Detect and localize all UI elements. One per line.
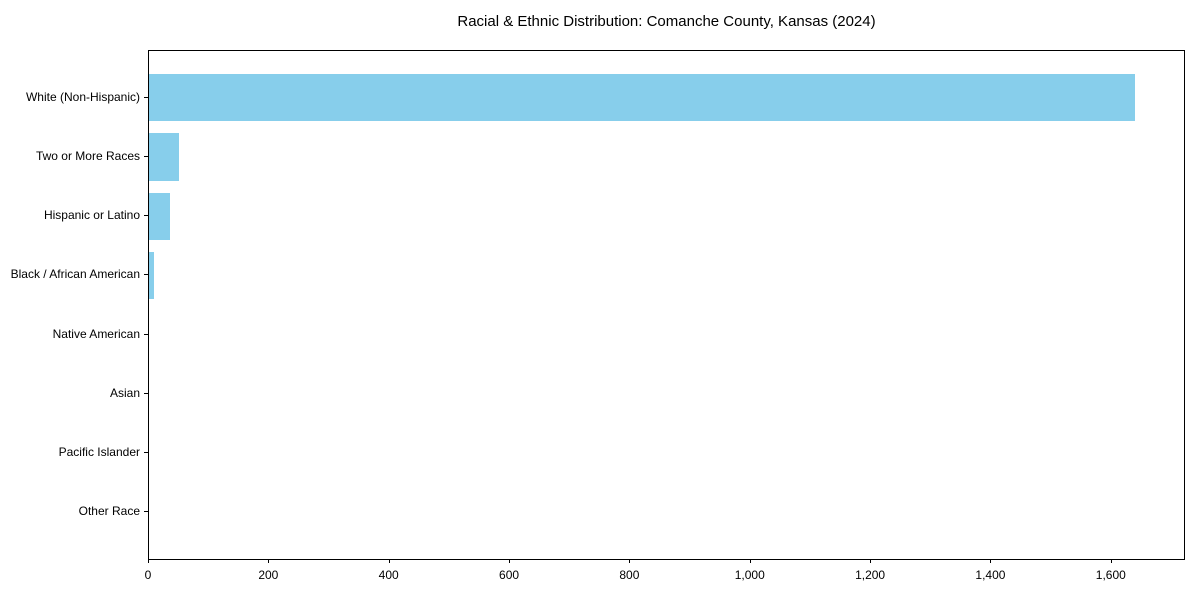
x-tick-label: 1,000 bbox=[734, 568, 765, 582]
x-tick-label: 1,200 bbox=[855, 568, 886, 582]
x-axis-tick bbox=[268, 559, 270, 563]
y-axis-tick bbox=[144, 215, 148, 217]
y-axis-tick bbox=[144, 333, 148, 335]
bar-two-or-more-races bbox=[149, 133, 180, 181]
chart-title: Racial & Ethnic Distribution: Comanche C… bbox=[457, 13, 876, 30]
x-tick-label: 1,400 bbox=[975, 568, 1006, 582]
y-axis-tick bbox=[144, 452, 148, 454]
x-axis-tick bbox=[990, 559, 992, 563]
x-tick-label: 0 bbox=[144, 568, 152, 582]
bar-hispanic-or-latino bbox=[149, 192, 171, 240]
y-tick-label: Two or More Races bbox=[35, 148, 140, 163]
x-tick-label: 200 bbox=[258, 568, 279, 582]
x-tick-label: 800 bbox=[619, 568, 640, 582]
y-tick-label: White (Non-Hispanic) bbox=[25, 89, 140, 104]
x-axis-tick bbox=[870, 559, 872, 563]
x-axis-tick bbox=[1110, 559, 1112, 563]
y-tick-label: Other Race bbox=[78, 504, 140, 519]
y-axis-tick bbox=[144, 392, 148, 394]
bar-black-african-american bbox=[149, 251, 154, 300]
x-axis-tick bbox=[388, 559, 390, 563]
x-axis-tick bbox=[629, 559, 631, 563]
y-tick-label: Native American bbox=[52, 326, 140, 341]
x-tick-label: 1,600 bbox=[1095, 568, 1126, 582]
y-tick-label: Asian bbox=[109, 385, 140, 400]
x-axis-tick bbox=[148, 559, 149, 563]
x-tick-label: 400 bbox=[378, 568, 399, 582]
y-tick-label: Hispanic or Latino bbox=[43, 208, 140, 223]
y-axis-tick bbox=[144, 96, 148, 98]
y-axis-tick bbox=[144, 274, 148, 276]
y-tick-label: Pacific Islander bbox=[58, 445, 140, 460]
y-tick-label: Black / African American bbox=[10, 267, 140, 282]
plot-area bbox=[148, 50, 1185, 560]
bar-white-non-hispanic bbox=[149, 74, 1135, 122]
x-tick-label: 600 bbox=[499, 568, 520, 582]
x-axis-tick bbox=[749, 559, 751, 563]
y-axis-tick bbox=[144, 155, 148, 157]
y-axis-tick bbox=[144, 511, 148, 513]
x-axis-tick bbox=[509, 559, 511, 563]
